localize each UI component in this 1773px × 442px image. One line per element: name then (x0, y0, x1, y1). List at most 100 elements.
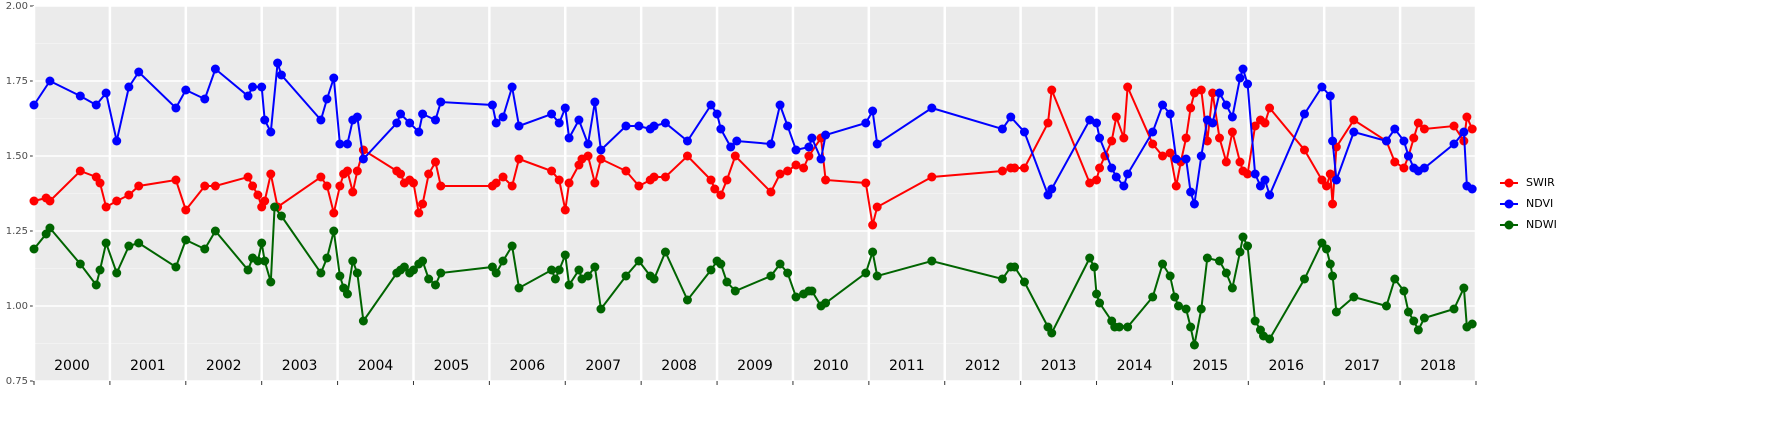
point (1202, 253, 1212, 263)
point (821, 175, 831, 185)
point (1085, 115, 1095, 125)
point (1107, 136, 1117, 146)
point (329, 208, 339, 218)
point (91, 100, 101, 110)
point (1221, 100, 1231, 110)
point (396, 109, 406, 119)
point (1123, 169, 1133, 179)
point (596, 304, 606, 314)
point (112, 196, 122, 206)
point (1349, 127, 1359, 137)
point (348, 187, 358, 197)
point (181, 85, 191, 95)
point (430, 115, 440, 125)
point (1299, 145, 1309, 155)
point (554, 175, 564, 185)
point (872, 139, 882, 149)
point (1250, 121, 1260, 131)
point (45, 196, 55, 206)
year-label: 2001 (130, 358, 166, 374)
point (1467, 319, 1477, 329)
point (1196, 151, 1206, 161)
point (766, 271, 776, 281)
point (660, 247, 670, 257)
point (861, 118, 871, 128)
year-label: 2000 (54, 358, 90, 374)
point (491, 268, 501, 278)
point (1095, 163, 1105, 173)
point (791, 160, 801, 170)
point (1208, 88, 1218, 98)
year-label: 2004 (358, 358, 394, 374)
point (408, 265, 418, 275)
point (1238, 232, 1248, 242)
point (1158, 100, 1168, 110)
point (1173, 301, 1183, 311)
point (134, 181, 144, 191)
year-label: 2005 (434, 358, 470, 374)
point (1403, 151, 1413, 161)
point (101, 238, 111, 248)
point (1165, 148, 1175, 158)
point (322, 94, 332, 104)
y-tick-label: 1.25 (6, 226, 28, 237)
point (405, 118, 415, 128)
point (260, 196, 270, 206)
point (399, 262, 409, 272)
point (634, 121, 644, 131)
point (1019, 163, 1029, 173)
legend-label: SWIR (1526, 176, 1555, 189)
point (181, 235, 191, 245)
legend-label: NDVI (1526, 197, 1553, 210)
point (1462, 112, 1472, 122)
point (550, 274, 560, 284)
point (112, 136, 122, 146)
point (997, 124, 1007, 134)
point (560, 250, 570, 260)
point (804, 151, 814, 161)
point (1227, 127, 1237, 137)
point (1019, 277, 1029, 287)
point (807, 133, 817, 143)
point (868, 220, 878, 230)
point (649, 172, 659, 182)
point (95, 178, 105, 188)
point (1043, 118, 1053, 128)
point (101, 88, 111, 98)
point (634, 181, 644, 191)
point (1349, 292, 1359, 302)
point (171, 262, 181, 272)
point (418, 256, 428, 266)
point (507, 82, 517, 92)
point (1419, 313, 1429, 323)
point (1092, 289, 1102, 299)
point (547, 166, 557, 176)
point (766, 139, 776, 149)
point (726, 142, 736, 152)
point (134, 238, 144, 248)
point (392, 118, 402, 128)
point (1089, 262, 1099, 272)
point (590, 262, 600, 272)
point (1047, 328, 1057, 338)
point (316, 172, 326, 182)
point (1265, 103, 1275, 113)
point (1235, 157, 1245, 167)
legend-key-point (1504, 220, 1514, 230)
point (200, 181, 210, 191)
point (75, 166, 85, 176)
point (927, 103, 937, 113)
point (1399, 163, 1409, 173)
point (1325, 91, 1335, 101)
point (775, 169, 785, 179)
year-label: 2015 (1193, 358, 1229, 374)
point (1123, 322, 1133, 332)
point (1148, 139, 1158, 149)
point (861, 178, 871, 188)
year-label: 2010 (813, 358, 849, 374)
point (1467, 184, 1477, 194)
point (590, 178, 600, 188)
point (574, 115, 584, 125)
point (1265, 334, 1275, 344)
point (868, 247, 878, 257)
